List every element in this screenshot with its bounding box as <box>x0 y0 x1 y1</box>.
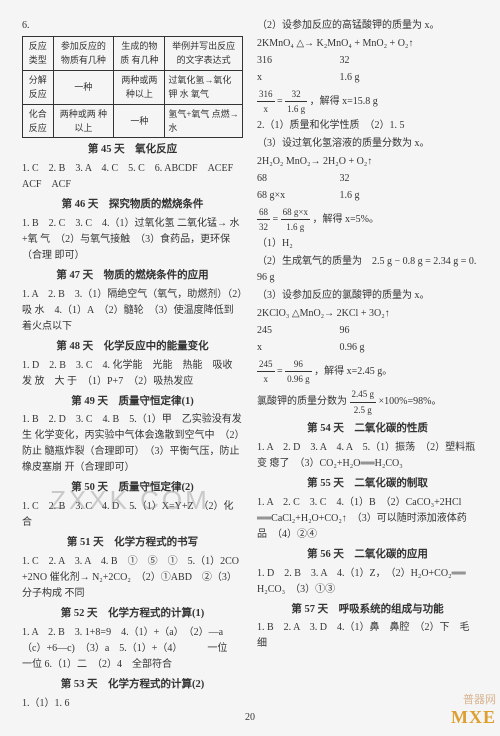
day55-title: 第 55 天 二氧化碳的制取 <box>257 476 478 493</box>
day46-answers: 1. B 2. C 3. C 4.（1）过氧化氢 二氧化锰→ 水+氧 气 （2）… <box>22 216 243 264</box>
th3: 生成的物质 有几种 <box>114 37 165 71</box>
day51-title: 第 51 天 化学方程式的书写 <box>22 535 243 552</box>
day55-answers: 1. A 2. C 3. C 4.（1）B （2）CaCO₃+2HCl ══Ca… <box>257 495 478 543</box>
solve1-line: 316x = 321.6 g ，解得 x=15.8 g <box>257 87 478 117</box>
day48-answers: 1. D 2. B 3. C 4. 化学能 光能 热能 吸收 发 放 大 于 （… <box>22 358 243 390</box>
day57-answers: 1. B 2. A 3. D 4.（1）鼻 鼻腔 （2）下 毛细 <box>257 620 478 652</box>
mass-frac-line: 氯酸钾的质量分数为 2.45 g2.5 g ×100%=98%。 <box>257 387 478 417</box>
r1c3: 两种或两 种以上 <box>114 70 165 104</box>
day51-answers: 1. C 2. A 3. A 4. B ① ⑤ ① 5.（1）2CO +2NO … <box>22 554 243 602</box>
day48-title: 第 48 天 化学反应中的能量变化 <box>22 339 243 356</box>
day52-title: 第 52 天 化学方程式的计算(1) <box>22 606 243 623</box>
eq7-row2: 245 96 <box>257 323 478 339</box>
solve3-line: 245x = 960.96 g ，解得 x=2.45 g。 <box>257 357 478 387</box>
r1c4: 过氧化氢→氧化钾 水 氧气 <box>165 70 243 104</box>
right-column: （2）设参加反应的高锰酸钾的质量为 x。 2KMnO₄ △→ K₂MnO₄ + … <box>257 18 478 714</box>
r1c1: 分解反应 <box>23 70 54 104</box>
th4: 举例并写出反应 的文字表达式 <box>165 37 243 71</box>
r-line6: （3）设参加反应的氯酸钾的质量为 x。 <box>257 288 478 304</box>
eq-kmno4: 2KMnO₄ △→ K₂MnO₄ + MnO₂ + O₂↑ <box>257 36 478 52</box>
r-line2: 2.（1）质量和化学性质 （2）1. 5 <box>257 118 478 134</box>
r2c4: 氢气+氧气 点燃→水 <box>165 104 243 138</box>
eq-row3: x 1.6 g <box>257 70 478 86</box>
day52-answers: 1. A 2. B 3. 1+8=9 4.（1）+（a） （2）—a （c）+6… <box>22 625 243 673</box>
reaction-type-table: 反应类型 参加反应的 物质有几种 生成的物质 有几种 举例并写出反应 的文字表达… <box>22 36 243 138</box>
th2: 参加反应的 物质有几种 <box>53 37 114 71</box>
r-line5: （2）生成氧气的质量为 2.5 g − 0.8 g = 2.34 g = 0. … <box>257 254 478 286</box>
th1: 反应类型 <box>23 37 54 71</box>
r2c1: 化合反应 <box>23 104 54 138</box>
eq-kclo3: 2KClO₃ △MnO₂→ 2KCl + 3O₂↑ <box>257 306 478 322</box>
eq4-row3: 68 g×x 1.6 g <box>257 188 478 204</box>
day47-title: 第 47 天 物质的燃烧条件的应用 <box>22 268 243 285</box>
r-line1: （2）设参加反应的高锰酸钾的质量为 x。 <box>257 18 478 34</box>
day54-answers: 1. A 2. D 3. A 4. A 5.（1）振荡 （2）塑料瓶变 瘪了 （… <box>257 440 478 472</box>
page-number: 20 <box>245 710 255 726</box>
day53-answers: 1.（1）1. 6 <box>22 696 243 712</box>
day54-title: 第 54 天 二氧化碳的性质 <box>257 421 478 438</box>
brand-logo: MXE <box>451 703 496 732</box>
day50-title: 第 50 天 质量守恒定律(2) <box>22 480 243 497</box>
day45-title: 第 45 天 氧化反应 <box>22 142 243 159</box>
day47-answers: 1. A 2. B 3.（1）隔绝空气（氧气，助燃剂）（2）吸 水 4.（1）A… <box>22 287 243 335</box>
day53-title: 第 53 天 化学方程式的计算(2) <box>22 677 243 694</box>
eq-h2o2: 2H₂O₂ MnO₂→ 2H₂O + O₂↑ <box>257 154 478 170</box>
day49-title: 第 49 天 质量守恒定律(1) <box>22 394 243 411</box>
r2c2: 两种或两 种以上 <box>53 104 114 138</box>
day56-answers: 1. D 2. B 3. A 4.（1）Z， （2）H₂O+CO₂══ H₂CO… <box>257 566 478 598</box>
day49-answers: 1. B 2. D 3. C 4. B 5.（1）甲 乙实验没有发生 化学变化，… <box>22 412 243 476</box>
r-line4: （1）H₂ <box>257 236 478 252</box>
r-line3: （3）设过氧化氢溶液的质量分数为 x。 <box>257 136 478 152</box>
day46-title: 第 46 天 探究物质的燃烧条件 <box>22 197 243 214</box>
eq4-row2: 68 32 <box>257 171 478 187</box>
day56-title: 第 56 天 二氧化碳的应用 <box>257 547 478 564</box>
r1c2: 一种 <box>53 70 114 104</box>
day45-answers: 1. C 2. B 3. A 4. C 5. C 6. ABCDF ACEF A… <box>22 161 243 193</box>
eq-row2: 316 32 <box>257 53 478 69</box>
q6-label: 6. <box>22 18 243 34</box>
solve2-line: 6832 = 68 g×x1.6 g ，解得 x=5%。 <box>257 205 478 235</box>
day57-title: 第 57 天 呼吸系统的组成与功能 <box>257 602 478 619</box>
eq7-row3: x 0.96 g <box>257 340 478 356</box>
left-column: 6. 反应类型 参加反应的 物质有几种 生成的物质 有几种 举例并写出反应 的文… <box>22 18 243 714</box>
r2c3: 一种 <box>114 104 165 138</box>
day50-answers: 1. C 2. B 3. C 4. D 5.（1）X=Y+Z （2）化合 <box>22 499 243 531</box>
